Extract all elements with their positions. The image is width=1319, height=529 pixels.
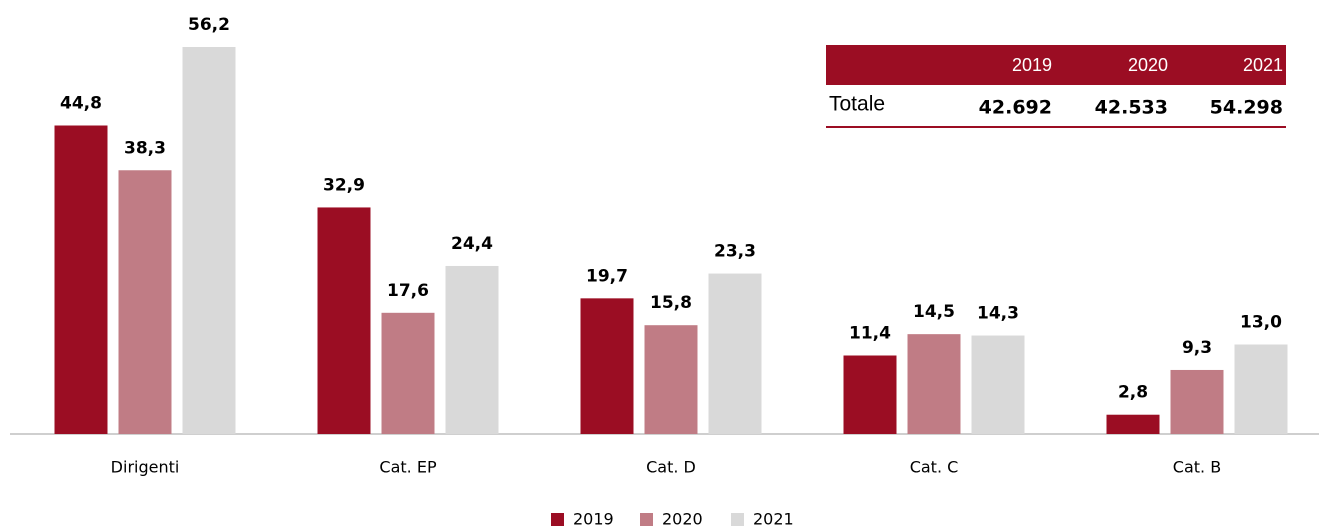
x-tick-label: Cat. B	[1173, 458, 1221, 477]
bar	[843, 355, 897, 434]
data-label: 2,8	[1118, 383, 1148, 403]
data-label: 15,8	[650, 293, 692, 313]
table-cell: 42.692	[979, 97, 1052, 119]
table-cell: 42.533	[1095, 97, 1168, 119]
bar	[54, 125, 108, 435]
legend-swatch	[551, 513, 564, 526]
legend-label: 2020	[662, 510, 703, 529]
data-label: 19,7	[586, 266, 628, 286]
bar	[317, 207, 371, 434]
bar	[907, 334, 961, 434]
bar	[580, 298, 634, 434]
bar	[1170, 369, 1224, 434]
bar	[118, 170, 172, 434]
x-tick-label: Cat. D	[646, 458, 696, 477]
data-label: 14,3	[977, 304, 1019, 324]
table-header: 2020	[1128, 55, 1168, 75]
table-row-label: Totale	[829, 93, 885, 116]
data-label: 17,6	[387, 281, 429, 301]
bar	[971, 335, 1025, 434]
legend-label: 2019	[573, 510, 614, 529]
legend-swatch	[640, 513, 653, 526]
bar	[381, 312, 435, 434]
data-label: 11,4	[849, 323, 891, 343]
table-header: 2019	[1012, 55, 1052, 75]
data-label: 38,3	[124, 138, 166, 158]
x-tick-label: Cat. C	[910, 458, 959, 477]
data-label: 56,2	[188, 15, 230, 35]
bar	[182, 47, 236, 434]
table-header: 2021	[1243, 55, 1283, 75]
x-tick-label: Dirigenti	[111, 458, 180, 477]
x-tick-label: Cat. EP	[379, 458, 437, 477]
table-header-bg	[826, 45, 1286, 85]
legend-swatch	[731, 513, 744, 526]
bar	[1234, 344, 1288, 434]
legend-label: 2021	[753, 510, 794, 529]
bar	[708, 273, 762, 434]
table-cell: 54.298	[1210, 97, 1283, 119]
data-label: 44,8	[60, 94, 102, 114]
bar	[644, 325, 698, 434]
bar	[445, 265, 499, 434]
data-label: 23,3	[714, 242, 756, 262]
data-label: 13,0	[1240, 312, 1282, 332]
bar	[1106, 414, 1160, 434]
data-label: 9,3	[1182, 338, 1212, 358]
data-label: 24,4	[451, 234, 493, 254]
data-label: 14,5	[913, 302, 955, 322]
data-label: 32,9	[323, 175, 365, 195]
